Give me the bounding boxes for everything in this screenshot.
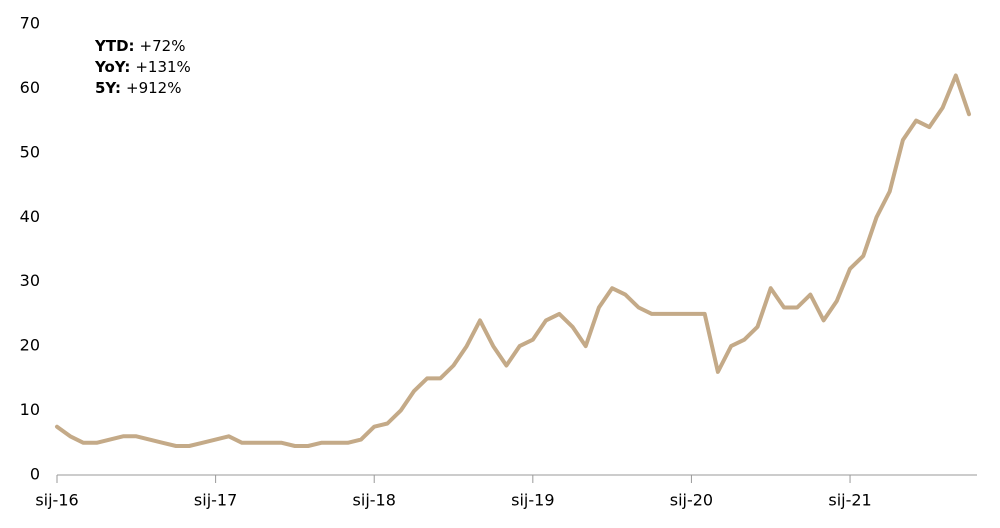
- y-tick-label: 40: [20, 207, 40, 226]
- x-tick-label: sij-18: [353, 491, 396, 510]
- line: [55, 73, 971, 448]
- annotation-label: YTD:: [94, 37, 135, 55]
- x-tick-label: sij-19: [511, 491, 554, 510]
- x-tick-label: sij-16: [35, 491, 78, 510]
- annotation-value: +912%: [126, 79, 181, 97]
- x-tick-label: sij-21: [828, 491, 871, 510]
- annotation: 5Y: +912%: [95, 79, 181, 97]
- y-tick-label: 10: [20, 400, 40, 419]
- y-tick-label: 0: [30, 465, 40, 484]
- x-tick-label: sij-17: [194, 491, 237, 510]
- annotation-label: YoY:: [94, 58, 130, 76]
- y-tick-label: 70: [20, 14, 40, 33]
- x-tick-label: sij-20: [670, 491, 713, 510]
- y-tick-label: 30: [20, 271, 40, 290]
- annotation: YTD: +72%: [94, 37, 185, 55]
- annotation-value: +131%: [135, 58, 190, 76]
- y-tick-label: 50: [20, 142, 40, 161]
- annotation-value: +72%: [140, 37, 186, 55]
- y-tick-label: 20: [20, 336, 40, 355]
- annotation: YoY: +131%: [94, 58, 191, 76]
- y-tick-label: 60: [20, 78, 40, 97]
- annotation-label: 5Y:: [95, 79, 121, 97]
